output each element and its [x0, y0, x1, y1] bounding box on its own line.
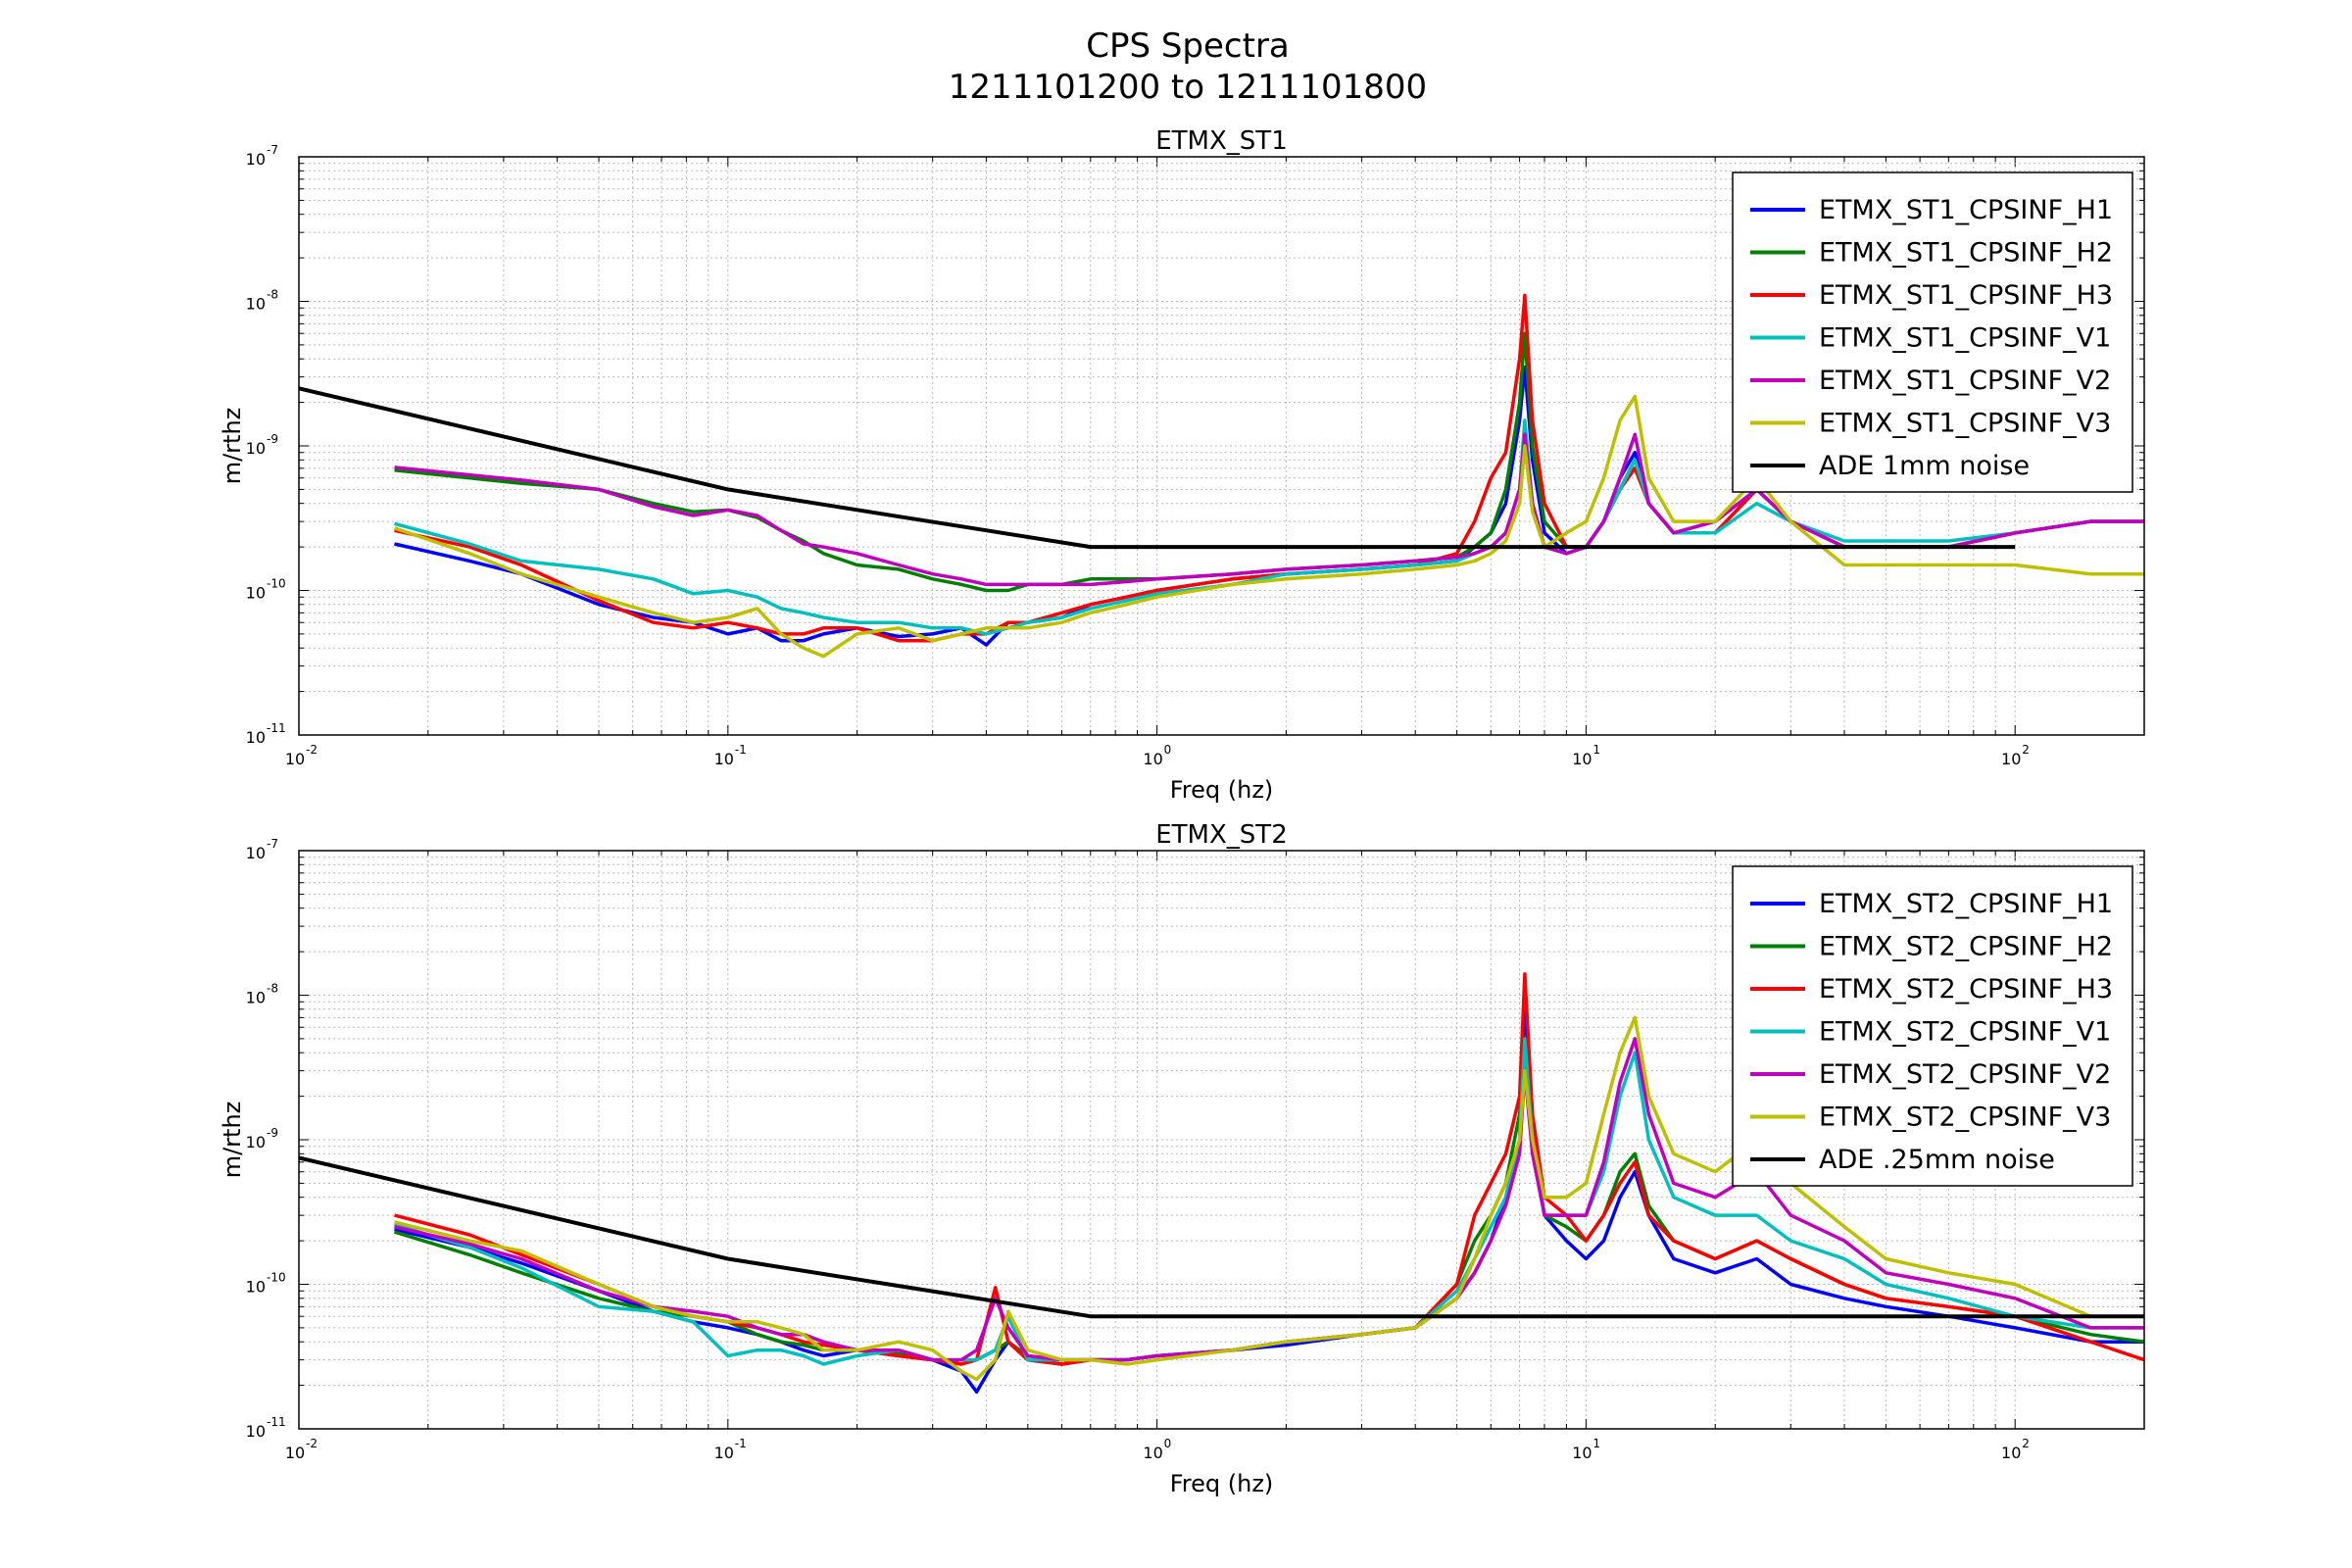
panel-1-x-tick-label: 10 [714, 750, 734, 768]
panel-1-legend-box [1732, 172, 2133, 493]
figure-title-line2: 1211101200 to 1211101800 [949, 68, 1427, 107]
panel-2-x-tick-exponent: 2 [2022, 1437, 2030, 1450]
panel-2-y-tick-label: 10 [246, 1422, 266, 1441]
panel-2-x-tick-label: 10 [1572, 1444, 1592, 1462]
panel-1-legend-label: ETMX_ST1_CPSINF_V2 [1819, 366, 2111, 396]
panel-2-x-tick-label: 10 [714, 1444, 734, 1462]
panel-2-y-tick-exponent: -7 [267, 837, 278, 851]
panel-2-y-tick-label: 10 [246, 989, 266, 1007]
panel-1-legend: ETMX_ST1_CPSINF_H1 ETMX_ST1_CPSINF_H2 ETMX… [1732, 172, 2133, 493]
panel-2-legend-entry: ETMX_ST2_CPSINF_H2 [1750, 932, 2113, 962]
panel-1-x-tick-label: 10 [285, 750, 305, 768]
panel-2-x-tick-exponent: -2 [306, 1437, 318, 1450]
panel-2-legend-label: ETMX_ST2_CPSINF_V2 [1819, 1059, 2111, 1090]
panel-2-legend-label: ADE .25mm noise [1819, 1145, 2055, 1175]
panel-1-y-tick-label: 10 [246, 728, 266, 747]
panel-2-series-line-6 [394, 1015, 2144, 1382]
panel-2-y-tick-exponent: -8 [267, 982, 278, 996]
panel-2-legend-entry: ETMX_ST2_CPSINF_V3 [1750, 1102, 2111, 1133]
panel-1-legend-entry: ETMX_ST1_CPSINF_H3 [1750, 280, 2113, 311]
panel-2-y-tick-exponent: -10 [267, 1271, 286, 1285]
panel-1-series-line-7 [299, 386, 2016, 550]
panel-1-x-tick-label: 10 [1572, 750, 1592, 768]
panel-2-legend-label: ETMX_ST2_CPSINF_H1 [1819, 889, 2113, 919]
panel-1-legend-entry: ETMX_ST1_CPSINF_V2 [1750, 366, 2111, 396]
panel-2-legend-entry: ETMX_ST2_CPSINF_V2 [1750, 1059, 2111, 1090]
panel-1-title: ETMX_ST1 [1155, 126, 1287, 156]
panel-1-legend-entry: ETMX_ST1_CPSINF_V3 [1750, 409, 2111, 439]
panel-2-x-tick-exponent: 1 [1592, 1437, 1600, 1450]
panel-2-legend: ETMX_ST2_CPSINF_H1 ETMX_ST2_CPSINF_H2 ETMX… [1732, 865, 2133, 1187]
panel-2-legend-label: ETMX_ST2_CPSINF_V1 [1819, 1017, 2111, 1048]
panel-1-y-tick-label: 10 [246, 584, 266, 603]
panel-1-x-tick-exponent: -1 [735, 743, 747, 757]
panel-1-legend-label: ETMX_ST1_CPSINF_H3 [1819, 280, 2113, 311]
panel-2-y-tick-label: 10 [246, 844, 266, 862]
panel-2-legend-entry: ETMX_ST2_CPSINF_H1 [1750, 889, 2113, 919]
panel-1-y-tick-exponent: -10 [267, 577, 286, 591]
panel-1-x-axis-label: Freq (hz) [1170, 776, 1274, 804]
panel-2-title: ETMX_ST2 [1155, 820, 1287, 850]
figure-title-line1: CPS Spectra [1086, 26, 1290, 66]
panel-1-legend-label: ETMX_ST1_CPSINF_V3 [1819, 409, 2111, 439]
panel-1-x-tick-label: 10 [2001, 750, 2021, 768]
panel-1-y-tick-exponent: -8 [267, 288, 278, 302]
panel-1-legend-entry: ETMX_ST1_CPSINF_H1 [1750, 195, 2113, 225]
panel-1-legend-entry: ETMX_ST1_CPSINF_H2 [1750, 238, 2113, 269]
panel-1-legend-entry: ADE 1mm noise [1750, 451, 2030, 481]
panel-1-legend-label: ETMX_ST1_CPSINF_V1 [1819, 323, 2111, 354]
panel-2-grid [298, 850, 2145, 1430]
panel-1-legend-label: ADE 1mm noise [1819, 451, 2030, 481]
panel-1-series-line-6 [393, 394, 2144, 659]
panel-2-y-tick-label: 10 [246, 1278, 266, 1297]
panel-2-series-line-7 [299, 1155, 2144, 1319]
panel-1-x-tick-exponent: 2 [2022, 743, 2030, 757]
panel-2-x-tick-label: 10 [2001, 1444, 2021, 1462]
panel-1-x-tick-exponent: 0 [1164, 743, 1172, 757]
panel-1-axes-frame [298, 156, 2145, 736]
panel-1-series-line-4 [394, 418, 2144, 636]
panel-2-series-group [299, 972, 2144, 1395]
panel-2-x-tick-label: 10 [1143, 1444, 1162, 1462]
panel-1-y-tick-exponent: -9 [267, 432, 278, 446]
panel-2-y-axis-label: m/rthz [219, 1102, 246, 1179]
panel-1-legend-label: ETMX_ST1_CPSINF_H2 [1819, 238, 2113, 269]
panel-2-legend-entry: ETMX_ST2_CPSINF_H3 [1750, 974, 2113, 1004]
panel-1-y-tick-exponent: -11 [267, 721, 286, 735]
panel-2-legend-box [1732, 865, 2133, 1187]
panel-1-x-tick-exponent: 1 [1592, 743, 1600, 757]
panel-1-legend-entry: ETMX_ST1_CPSINF_V1 [1750, 323, 2111, 354]
panel-2-axes-frame [298, 850, 2145, 1430]
panel-2-x-tick-exponent: 0 [1164, 1437, 1172, 1450]
panel-2-legend-label: ETMX_ST2_CPSINF_H2 [1819, 932, 2113, 962]
panel-2-legend-entry: ADE .25mm noise [1750, 1145, 2055, 1175]
panel-2-legend-entry: ETMX_ST2_CPSINF_V1 [1750, 1017, 2111, 1048]
panel-1-y-tick-label: 10 [246, 439, 266, 458]
panel-1-x-tick-exponent: -2 [306, 743, 318, 757]
panel-2-y-tick-exponent: -9 [267, 1126, 278, 1140]
panel-2-legend-label: ETMX_ST2_CPSINF_H3 [1819, 974, 2113, 1004]
panel-2-x-axis-label: Freq (hz) [1170, 1470, 1274, 1497]
panel-1-y-axis-label: m/rthz [219, 408, 246, 485]
panel-2-y-tick-exponent: -11 [267, 1415, 286, 1429]
panel-1-series-line-5 [394, 432, 2144, 587]
panel-1-legend-label: ETMX_ST1_CPSINF_H1 [1819, 195, 2113, 225]
panel-1-y-tick-label: 10 [246, 150, 266, 169]
panel-1-y-tick-exponent: -7 [267, 143, 278, 157]
panel-1-y-tick-label: 10 [246, 295, 266, 314]
panel-2-legend-label: ETMX_ST2_CPSINF_V3 [1819, 1102, 2111, 1133]
panel-2-x-tick-exponent: -1 [735, 1437, 747, 1450]
panel-2-y-tick-label: 10 [246, 1133, 266, 1152]
panel-1-series-group [299, 293, 2144, 659]
panel-2-x-tick-label: 10 [285, 1444, 305, 1462]
panel-1-x-tick-label: 10 [1143, 750, 1162, 768]
